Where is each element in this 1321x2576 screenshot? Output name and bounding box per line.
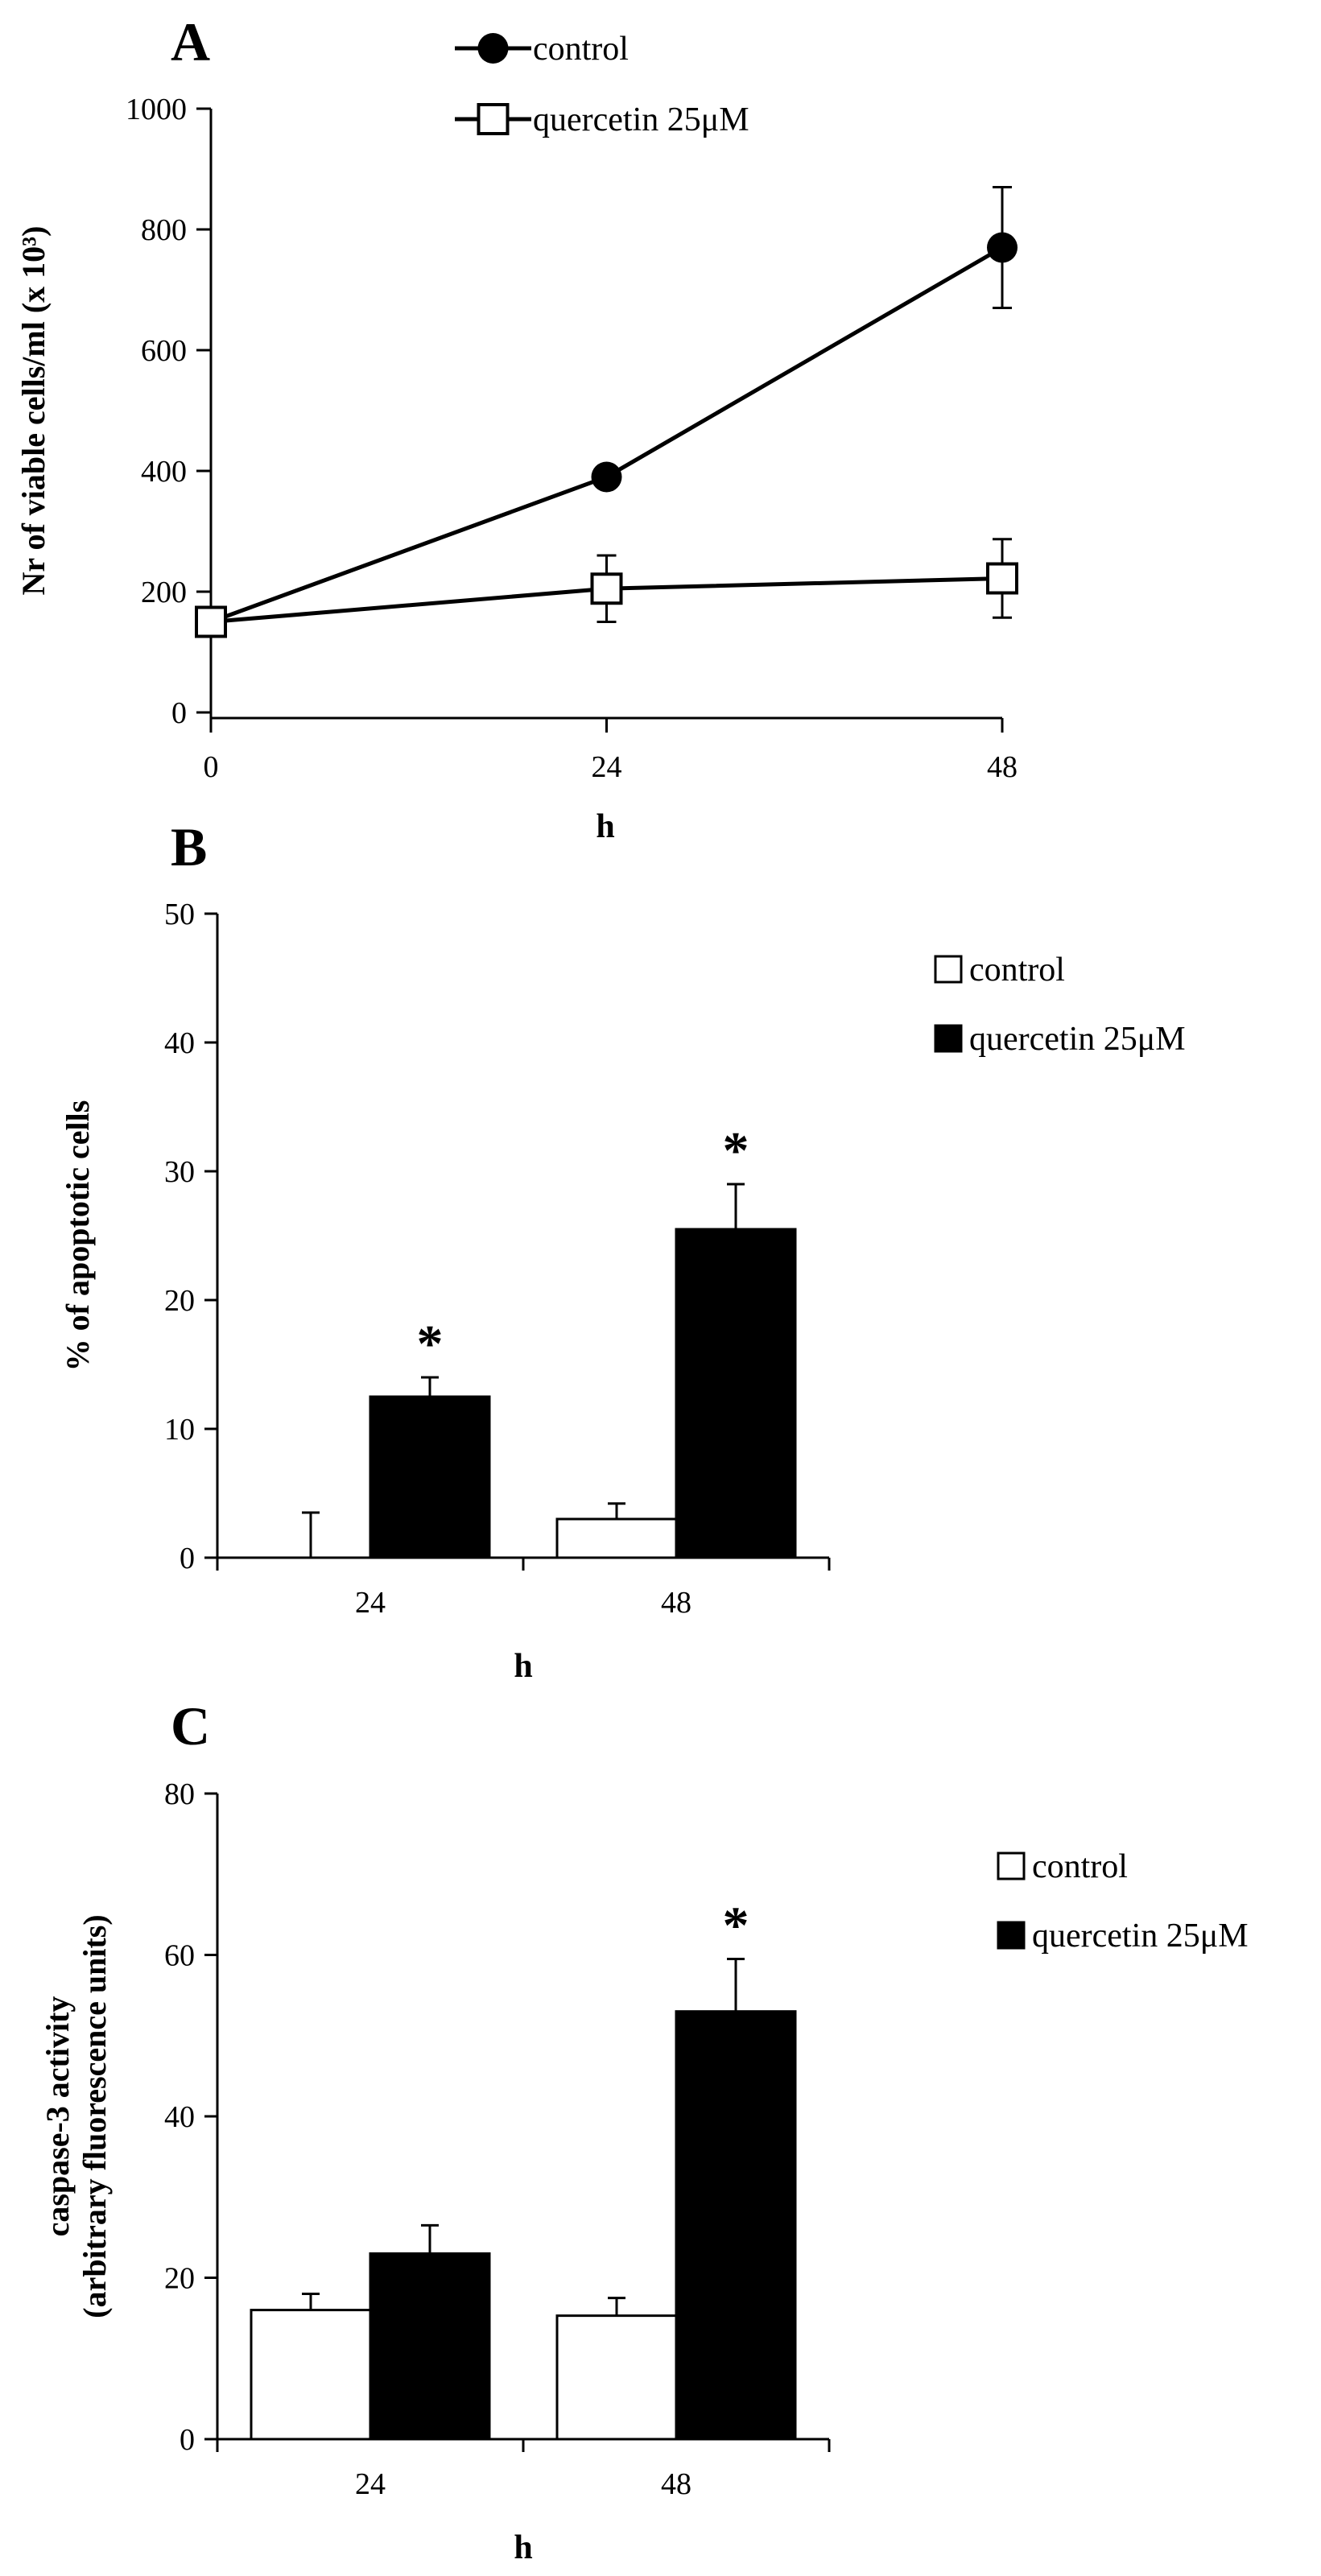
- data-point-control: [987, 232, 1018, 263]
- y-tick-label: 10: [164, 1413, 195, 1447]
- legend-swatch-quercetin-25-m: [997, 1921, 1026, 1950]
- bar-control-48: [555, 1517, 678, 1559]
- data-point-quercetin-25-m: [195, 605, 227, 638]
- y-tick-label: 200: [141, 576, 187, 609]
- data-point-quercetin-25-m: [986, 562, 1018, 595]
- significance-asterisk: *: [417, 1315, 444, 1373]
- legend-swatch-quercetin-25-m: [934, 1024, 963, 1053]
- y-axis-title-line: caspase-3 activity: [39, 1996, 76, 2237]
- y-tick-label: 600: [141, 334, 187, 368]
- y-axis-title: Nr of viable cells/ml (x 10³): [15, 226, 52, 596]
- bar-quercetin-25-m-24: [369, 1395, 491, 1559]
- legend-label-quercetin-25-m: quercetin 25μM: [1032, 1918, 1249, 1955]
- x-tick-label: 48: [661, 2467, 691, 2501]
- x-tick-label: 24: [592, 750, 622, 784]
- panel-label-b: B: [171, 816, 207, 877]
- y-tick-label: 20: [164, 2262, 195, 2296]
- x-tick-label: 48: [661, 1586, 691, 1620]
- y-tick-label: 30: [164, 1155, 195, 1189]
- panel-c-bar-chart: C 0 20 40 60 80 24 48 * h caspase-3 activity (arbit…: [39, 1695, 1249, 2566]
- y-tick-label: 50: [164, 898, 195, 931]
- bar-control-48: [555, 2314, 678, 2441]
- y-tick-label: 80: [164, 1777, 195, 1811]
- x-tick-label: 24: [355, 1586, 386, 1620]
- legend-swatch-control: [997, 1852, 1026, 1880]
- y-tick-label: 20: [164, 1284, 195, 1318]
- y-tick-label: 1000: [126, 93, 187, 126]
- panel-b-bar-chart: B 0 10 20 30 40 50 24 * 48 * h % of apoptotic cells c…: [60, 816, 1186, 1685]
- bar-quercetin-25-m-48: [675, 2010, 797, 2441]
- legend-marker-quercetin-25-m: [477, 103, 510, 135]
- data-point-quercetin-25-m: [590, 572, 623, 605]
- y-tick-label: 40: [164, 2100, 195, 2134]
- significance-asterisk: *: [723, 1121, 749, 1180]
- legend-marker-control: [477, 33, 509, 64]
- legend-swatch-control: [934, 955, 963, 984]
- bar-quercetin-25-m-48: [675, 1228, 797, 1559]
- legend-label-control: control: [969, 952, 1065, 989]
- y-tick-label: 0: [171, 696, 187, 730]
- y-tick-label: 60: [164, 1939, 195, 1973]
- legend-label-quercetin-25-m: quercetin 25μM: [969, 1021, 1186, 1058]
- data-point-control: [591, 461, 622, 493]
- y-tick-label: 400: [141, 455, 187, 489]
- bar-control-24: [250, 2309, 372, 2441]
- legend-label-control: control: [533, 31, 629, 68]
- y-axis-title: % of apoptotic cells: [60, 1100, 96, 1372]
- y-tick-label: 0: [180, 1542, 195, 1575]
- bar-quercetin-25-m-24: [369, 2252, 491, 2441]
- y-axis-title-line: (arbitrary fluorescence units): [76, 1914, 113, 2318]
- legend-label-quercetin-25-m: quercetin 25μM: [533, 101, 749, 138]
- x-axis-title: h: [514, 2529, 532, 2566]
- x-tick-label: 0: [204, 750, 219, 784]
- panel-a-line-chart: A 0 200 400 600 800 1000 0 24 48 h Nr of viable cel…: [15, 11, 1018, 845]
- y-tick-label: 800: [141, 213, 187, 247]
- panel-label-a: A: [171, 11, 210, 72]
- legend-label-control: control: [1032, 1848, 1128, 1885]
- x-tick-label: 24: [355, 2467, 386, 2501]
- x-axis-title: h: [514, 1648, 532, 1685]
- x-tick-label: 48: [987, 750, 1018, 784]
- significance-asterisk: *: [723, 1897, 749, 1955]
- y-tick-label: 0: [180, 2423, 195, 2457]
- panel-label-c: C: [171, 1695, 210, 1757]
- x-axis-title: h: [596, 808, 614, 845]
- y-tick-label: 40: [164, 1026, 195, 1060]
